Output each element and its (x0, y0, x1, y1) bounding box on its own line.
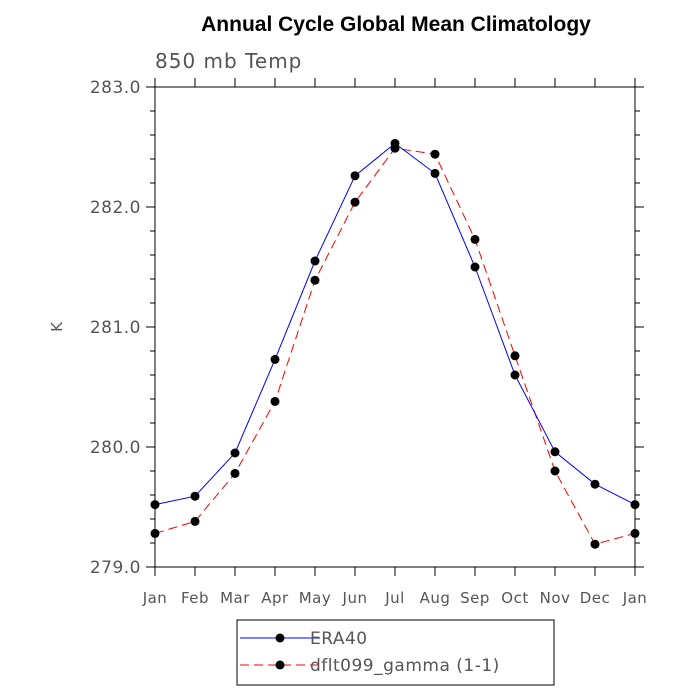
series-1-point (590, 539, 600, 549)
chart-subtitle: 850 mb Temp (155, 49, 302, 73)
x-tick-label: Jan (622, 589, 648, 607)
x-tick-label: Aug (420, 589, 451, 607)
y-axis-label: K (48, 321, 66, 332)
legend-box (236, 619, 555, 686)
series-line-1 (154, 147, 636, 545)
series-0-point (350, 171, 360, 181)
chart-title: Annual Cycle Global Mean Climatology (201, 13, 591, 36)
series-1-point (470, 234, 480, 244)
series-0-point (190, 491, 200, 501)
series-1-point (150, 528, 160, 538)
series-1-point (630, 528, 640, 538)
x-tick-label: Nov (540, 589, 571, 607)
legend-label-dflt099: dflt099_gamma (1-1) (310, 656, 500, 676)
legend-marker-era40 (275, 633, 285, 643)
y-tick-label: 281.0 (90, 318, 141, 338)
series-1-point (550, 466, 560, 476)
x-tick-label: Jul (384, 589, 405, 607)
series-0-point (430, 168, 440, 178)
series-0-point (630, 500, 640, 510)
x-axis-ticks: Jan Feb Mar Apr May Jun Jul Aug Sep Oct Nov Dec Jan (142, 78, 648, 607)
series-0-point (230, 448, 240, 458)
series-0-point (270, 354, 280, 364)
x-tick-label: Feb (181, 589, 209, 607)
series-0-point (150, 500, 160, 510)
plot-frame (154, 86, 636, 568)
legend-marker-dflt099 (275, 660, 285, 670)
series-1-point (430, 149, 440, 159)
series-0-point (390, 138, 400, 148)
series-0-point (590, 479, 600, 489)
x-tick-label: Apr (261, 589, 289, 607)
x-tick-label: Sep (460, 589, 490, 607)
x-tick-label: Jan (142, 589, 168, 607)
x-tick-label: May (299, 589, 332, 607)
series-0-point (470, 262, 480, 272)
y-axis-ticks: 279.0 280.0 281.0 282.0 283.0 (90, 78, 644, 578)
x-tick-label: Oct (501, 589, 528, 607)
y-tick-label: 283.0 (90, 78, 141, 98)
y-tick-label: 280.0 (90, 438, 141, 458)
series-1-point (310, 275, 320, 285)
series-1-point (230, 468, 240, 478)
series-layer (150, 138, 640, 549)
legend-label-era40: ERA40 (310, 629, 368, 649)
x-tick-label: Dec (580, 589, 611, 607)
series-1-point (190, 516, 200, 526)
legend: ERA40 dflt099_gamma (1-1) (236, 619, 555, 686)
x-tick-label: Mar (220, 589, 250, 607)
series-1-point (350, 197, 360, 207)
y-tick-label: 279.0 (90, 558, 141, 578)
series-0-point (310, 256, 320, 266)
y-tick-label: 282.0 (90, 198, 141, 218)
series-1-point (510, 351, 520, 361)
series-1-point (270, 396, 280, 406)
series-0-point (510, 370, 520, 380)
series-0-point (550, 447, 560, 457)
x-tick-label: Jun (342, 589, 368, 607)
series-line-0 (154, 142, 636, 506)
